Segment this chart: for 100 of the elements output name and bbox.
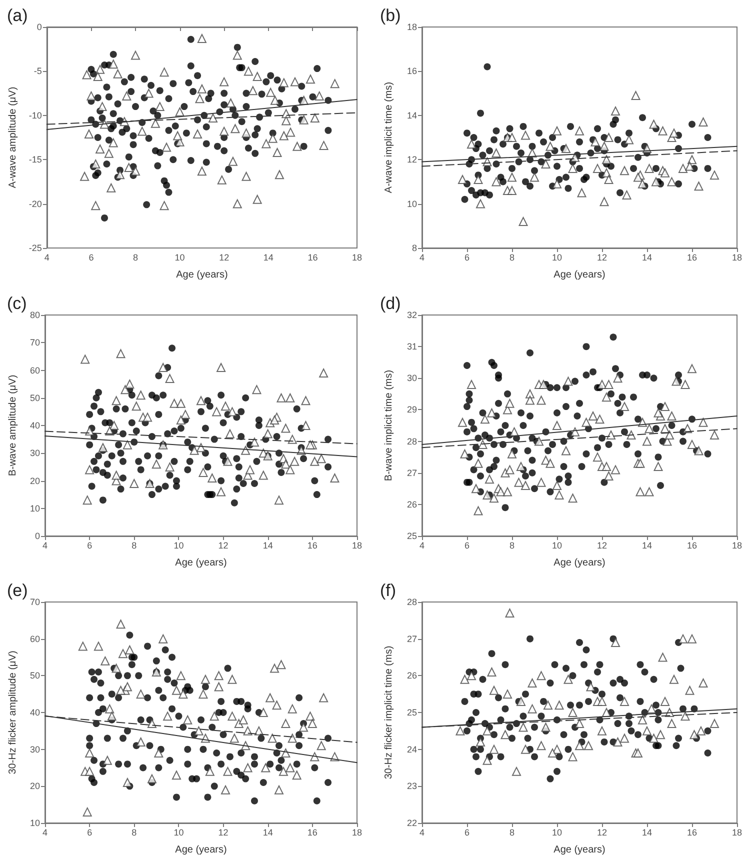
x-tick-label: 10 [174,828,184,838]
x-tick-label: 6 [88,252,94,262]
y-tick-label: 25 [406,708,416,718]
y-tick-label: 70 [30,597,40,608]
chart-title: (c) [7,294,27,313]
y-tick-label: 40 [30,708,40,718]
x-tick-label: 12 [218,828,228,838]
y-tick-label: -25 [28,243,42,253]
chart-title: (f) [380,581,396,600]
x-tick-label: 16 [686,540,697,550]
x-tick-label: 14 [263,252,274,262]
x-tick-label: 16 [307,828,318,838]
x-tick-label: 6 [464,540,470,550]
y-tick-label: 60 [30,364,40,375]
x-tick-label: 12 [219,252,230,262]
x-tick-label: 14 [262,540,273,550]
x-tick-label: 18 [731,252,742,262]
x-tick-label: 4 [44,252,50,262]
y-tick-label: 80 [30,310,40,320]
y-axis-title: A-wave amplitude (μV) [8,86,18,188]
y-tick-label: 25 [406,530,416,541]
y-tick-label: 12 [406,154,416,165]
y-tick-label: 18 [406,22,416,32]
x-tick-label: 6 [87,540,92,550]
x-tick-label: 14 [641,540,652,550]
x-tick-label: 18 [731,540,742,550]
x-tick-label: 12 [218,540,228,550]
y-tick-label: 60 [30,634,40,644]
y-tick-label: 10 [30,503,40,514]
x-tick-label: 10 [551,828,562,838]
x-tick-label: 16 [686,252,697,262]
x-tick-label: 8 [508,252,514,262]
y-tick-label: 20 [30,781,40,792]
x-tick-label: 12 [596,252,607,262]
x-tick-label: 12 [596,828,607,838]
x-tick-label: 10 [551,252,562,262]
y-tick-label: 40 [30,420,40,430]
x-axis-title: Age (years) [176,270,228,280]
x-tick-label: 16 [307,540,318,550]
y-tick-label: 28 [406,597,416,608]
chart-title: (d) [380,294,400,313]
x-tick-label: 14 [262,828,273,838]
y-axis-title: 30-Hz flicker implicit time (ms) [383,646,394,780]
y-axis-title: B-wave amplitude (μV) [8,374,18,476]
y-tick-label: 22 [406,818,416,828]
x-tick-label: 12 [596,540,607,550]
x-tick-label: 16 [308,252,318,262]
x-tick-label: 18 [352,540,362,550]
y-tick-label: -15 [28,154,42,165]
x-tick-label: 4 [42,540,48,550]
y-tick-label: 0 [36,22,42,32]
x-tick-label: 8 [132,540,137,550]
chart-title: (b) [380,6,400,25]
y-tick-label: -5 [34,66,42,76]
y-tick-label: 23 [406,781,416,792]
y-tick-label: 10 [30,818,40,828]
x-axis-title: Age (years) [175,844,227,856]
x-tick-label: 8 [132,828,137,838]
y-tick-label: 30 [30,744,40,755]
chart-title: (e) [7,581,28,600]
x-tick-label: 8 [508,828,514,838]
y-tick-label: 29 [406,404,416,414]
x-tick-label: 18 [352,828,362,838]
x-tick-label: 10 [551,540,562,550]
y-tick-label: 20 [30,475,40,486]
y-tick-label: 30 [30,448,40,458]
y-tick-label: 30 [406,372,416,383]
y-tick-label: 32 [406,310,416,320]
y-tick-label: 10 [406,198,416,209]
y-tick-label: 28 [406,436,416,446]
x-tick-label: 6 [87,828,92,838]
y-tick-label: 26 [406,670,416,681]
y-tick-label: -10 [28,110,42,120]
x-tick-label: 14 [641,252,652,262]
y-tick-label: 70 [30,337,40,348]
y-axis-title: B-wave implicit time (ms) [383,370,394,481]
x-tick-label: 8 [508,540,514,550]
x-tick-label: 8 [133,252,138,262]
x-tick-label: 6 [464,252,470,262]
y-tick-label: 14 [406,110,416,120]
x-tick-label: 4 [42,828,48,838]
x-tick-label: 16 [686,828,697,838]
y-tick-label: -20 [28,198,42,209]
y-tick-label: 16 [406,66,416,76]
x-tick-label: 4 [418,540,424,550]
chart-title: (a) [7,6,28,25]
y-tick-label: 8 [411,243,416,253]
x-tick-label: 18 [352,252,362,262]
x-axis-title: Age (years) [553,270,605,280]
x-tick-label: 10 [174,252,185,262]
y-tick-label: 50 [30,670,40,681]
y-tick-label: 24 [406,744,416,755]
x-tick-label: 4 [418,252,424,262]
y-axis-title: A-wave implicit time (ms) [383,82,394,194]
y-tick-label: 31 [406,341,416,352]
x-tick-label: 14 [641,828,652,838]
x-tick-label: 10 [174,540,184,550]
x-tick-label: 6 [464,828,470,838]
y-tick-label: 0 [34,530,40,541]
y-axis-title: 30-Hz flicker amplitude (μV) [8,651,18,775]
